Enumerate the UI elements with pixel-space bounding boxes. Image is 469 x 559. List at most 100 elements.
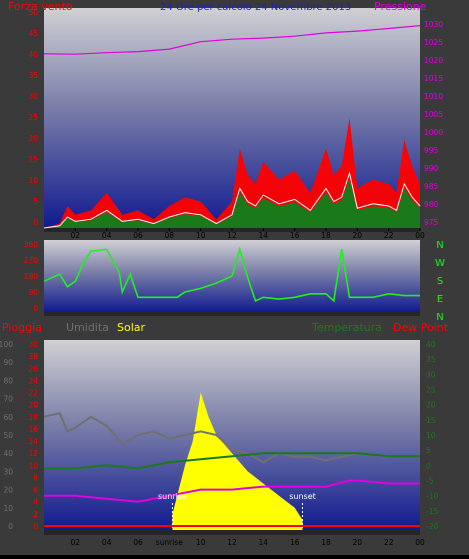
wind-avg-line: [43, 171, 421, 229]
humidity-y-tick-3: 30: [3, 467, 13, 476]
temperature-label: Temperatura: [311, 321, 382, 334]
wind-x-tick-4: 10: [196, 231, 206, 240]
temp-y-tick-9: 25: [426, 386, 436, 395]
compass-label-2: S: [437, 276, 443, 287]
wind-y-tick-5: 25: [28, 113, 38, 122]
temp-y-tick-0: -20: [426, 522, 438, 531]
humidity-label: Umidita: [66, 321, 109, 334]
solar-label: Solar: [117, 321, 146, 334]
rain-y-tick-6: 12: [28, 449, 38, 458]
temp-y-tick-3: -5: [426, 477, 434, 486]
humidity-y-tick-9: 90: [3, 358, 13, 367]
direction-y-tick-1: 90: [28, 288, 38, 297]
temp-y-tick-12: 40: [426, 340, 436, 349]
temp-x-tick-5: 12: [227, 538, 237, 547]
rain-y-tick-2: 4: [33, 498, 38, 507]
temp-y-tick-5: 5: [426, 446, 431, 455]
temp-x-tick-1: 04: [102, 538, 112, 547]
annotation-label-0: sunrise: [158, 492, 187, 501]
rain-y-tick-13: 26: [28, 364, 38, 373]
wind-y-tick-0: 0: [33, 218, 38, 227]
temp-x-tick-7: 16: [290, 538, 300, 547]
rain-y-tick-9: 18: [28, 413, 38, 422]
temp-y-tick-4: 0: [426, 461, 431, 470]
dew-point-line: [44, 479, 420, 503]
temp-y-tick-1: -15: [426, 507, 438, 516]
wind-x-tick-5: 12: [227, 231, 237, 240]
humidity-y-tick-0: 0: [8, 522, 13, 531]
wind-x-tick-9: 20: [353, 231, 363, 240]
compass-label-4: N: [436, 312, 443, 323]
wind-x-tick-3: 08: [165, 231, 175, 240]
wind-y-tick-9: 45: [28, 29, 38, 38]
rain-y-tick-14: 28: [28, 352, 38, 361]
wind-x-tick-11: 00: [415, 231, 425, 240]
temp-x-tick-3: sunrise: [156, 538, 183, 547]
humidity-line: [43, 412, 358, 464]
wind-avg-area: [44, 178, 420, 228]
temp-y-tick-10: 30: [426, 370, 436, 379]
wind-y-tick-6: 30: [28, 92, 38, 101]
rain-y-tick-1: 2: [33, 510, 38, 519]
wind-x-tick-2: 06: [133, 231, 143, 240]
wind-y-tick-1: 5: [33, 197, 38, 206]
pressure-y-tick-9: 1020: [424, 56, 443, 65]
wind-x-tick-6: 14: [259, 231, 269, 240]
pressure-y-tick-10: 1025: [424, 38, 443, 47]
dew-point-label: Dew Point: [393, 321, 449, 334]
compass-label-3: E: [437, 294, 443, 305]
humidity-y-tick-1: 10: [3, 504, 13, 513]
pressure-y-tick-3: 990: [424, 164, 439, 173]
rain-y-tick-8: 16: [28, 425, 38, 434]
date-title: 24 Ore per calcolo 24 Novembre 2013: [160, 2, 351, 13]
pressure-y-tick-0: 975: [424, 218, 439, 227]
humidity-y-tick-4: 40: [3, 449, 13, 458]
rain-y-tick-3: 6: [33, 486, 38, 495]
pressure-y-tick-5: 1000: [424, 128, 443, 137]
temperature-line: [44, 452, 420, 470]
wind-x-tick-10: 22: [384, 231, 394, 240]
compass-label-1: W: [435, 258, 445, 269]
wind-y-tick-8: 40: [28, 50, 38, 59]
pressure-line: [43, 25, 421, 55]
pressure-y-tick-7: 1010: [424, 92, 443, 101]
temp-x-tick-6: 14: [259, 538, 269, 547]
temp-x-tick-4: 10: [196, 538, 206, 547]
humidity-y-tick-6: 60: [3, 413, 13, 422]
rain-y-tick-15: 30: [28, 340, 38, 349]
wind-y-tick-7: 35: [28, 71, 38, 80]
wind-y-tick-3: 15: [28, 155, 38, 164]
rain-label: Pioggia: [2, 321, 42, 334]
direction-y-tick-3: 270: [24, 256, 39, 265]
pressure-y-tick-8: 1015: [424, 74, 443, 83]
humidity-y-tick-8: 80: [3, 376, 13, 385]
temp-y-tick-11: 35: [426, 355, 436, 364]
wind-x-tick-0: 02: [71, 231, 81, 240]
annotation-label-1: sunset: [289, 492, 316, 501]
wind-x-tick-7: 16: [290, 231, 300, 240]
wind-x-tick-8: 18: [321, 231, 331, 240]
pressure-y-tick-2: 985: [424, 182, 439, 191]
pressure-y-tick-1: 980: [424, 200, 439, 209]
rain-y-tick-0: 0: [33, 522, 38, 531]
direction-y-tick-2: 180: [24, 272, 39, 281]
rain-y-tick-12: 24: [28, 376, 38, 385]
direction-y-tick-0: 0: [33, 304, 38, 313]
solar-area: [172, 392, 303, 530]
temp-x-tick-11: 00: [415, 538, 425, 547]
pressure-label: Pressione: [374, 0, 427, 13]
temp-x-tick-8: 18: [321, 538, 331, 547]
wind-speed-label: Forza vento: [8, 0, 73, 13]
pressure-y-tick-6: 1005: [424, 110, 443, 119]
temp-x-tick-0: 02: [71, 538, 81, 547]
temp-y-tick-2: -10: [426, 492, 438, 501]
pressure-y-tick-4: 995: [424, 146, 439, 155]
temp-x-tick-9: 20: [353, 538, 363, 547]
humidity-y-tick-5: 50: [3, 431, 13, 440]
temp-y-tick-8: 20: [426, 401, 436, 410]
rain-y-tick-4: 8: [33, 474, 38, 483]
pressure-y-tick-11: 1030: [424, 20, 443, 29]
temp-y-tick-6: 10: [426, 431, 436, 440]
